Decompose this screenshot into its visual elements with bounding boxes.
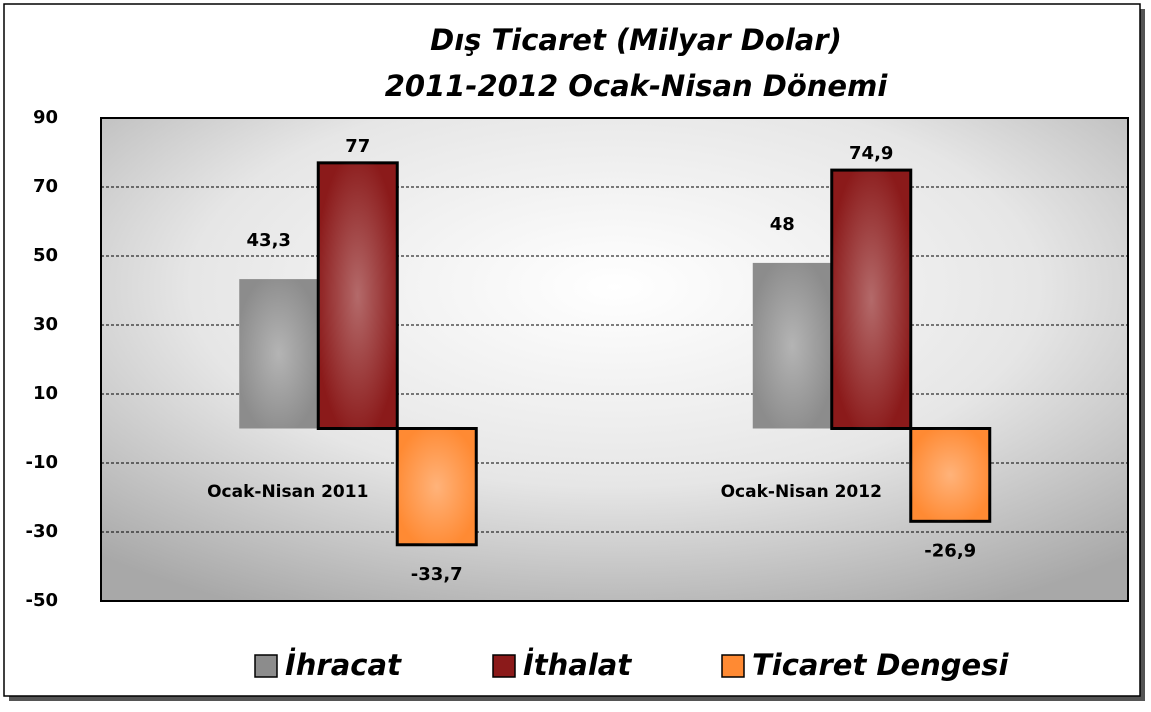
- y-tick-label: -30: [25, 521, 58, 542]
- legend-label: İthalat: [523, 648, 632, 682]
- legend-swatch: [492, 654, 516, 678]
- y-tick-label: -50: [25, 590, 58, 611]
- legend-swatch: [721, 654, 745, 678]
- y-tick-label: 70: [33, 176, 58, 197]
- chart-title: Dış Ticaret (Milyar Dolar): [430, 23, 842, 57]
- value-label: 74,9: [849, 143, 893, 164]
- bar-sheen: [239, 279, 319, 429]
- chart-subtitle: 2011-2012 Ocak-Nisan Dönemi: [385, 69, 889, 103]
- legend-label: İhracat: [285, 648, 402, 682]
- legend-label: Ticaret Dengesi: [752, 648, 1009, 682]
- bar-sheen: [397, 428, 477, 545]
- bar-sheen: [752, 262, 832, 429]
- y-tick-label: 50: [33, 245, 58, 266]
- legend-swatch: [254, 654, 278, 678]
- plot-border: [100, 117, 1129, 602]
- bar-sheen: [910, 428, 990, 522]
- y-tick-label: 30: [33, 314, 58, 335]
- y-tick-label: 10: [33, 383, 58, 404]
- y-tick-label: 90: [33, 107, 58, 128]
- value-label: 77: [345, 136, 370, 157]
- value-label: 43,3: [247, 230, 291, 251]
- x-tick-label: Ocak-Nisan 2012: [721, 482, 882, 502]
- value-label: -26,9: [924, 540, 976, 561]
- bar-sheen: [318, 162, 398, 429]
- value-label: -33,7: [411, 564, 463, 585]
- bar-sheen: [831, 170, 911, 429]
- value-label: 48: [770, 214, 795, 235]
- x-tick-label: Ocak-Nisan 2011: [207, 482, 368, 502]
- y-tick-label: -10: [25, 452, 58, 473]
